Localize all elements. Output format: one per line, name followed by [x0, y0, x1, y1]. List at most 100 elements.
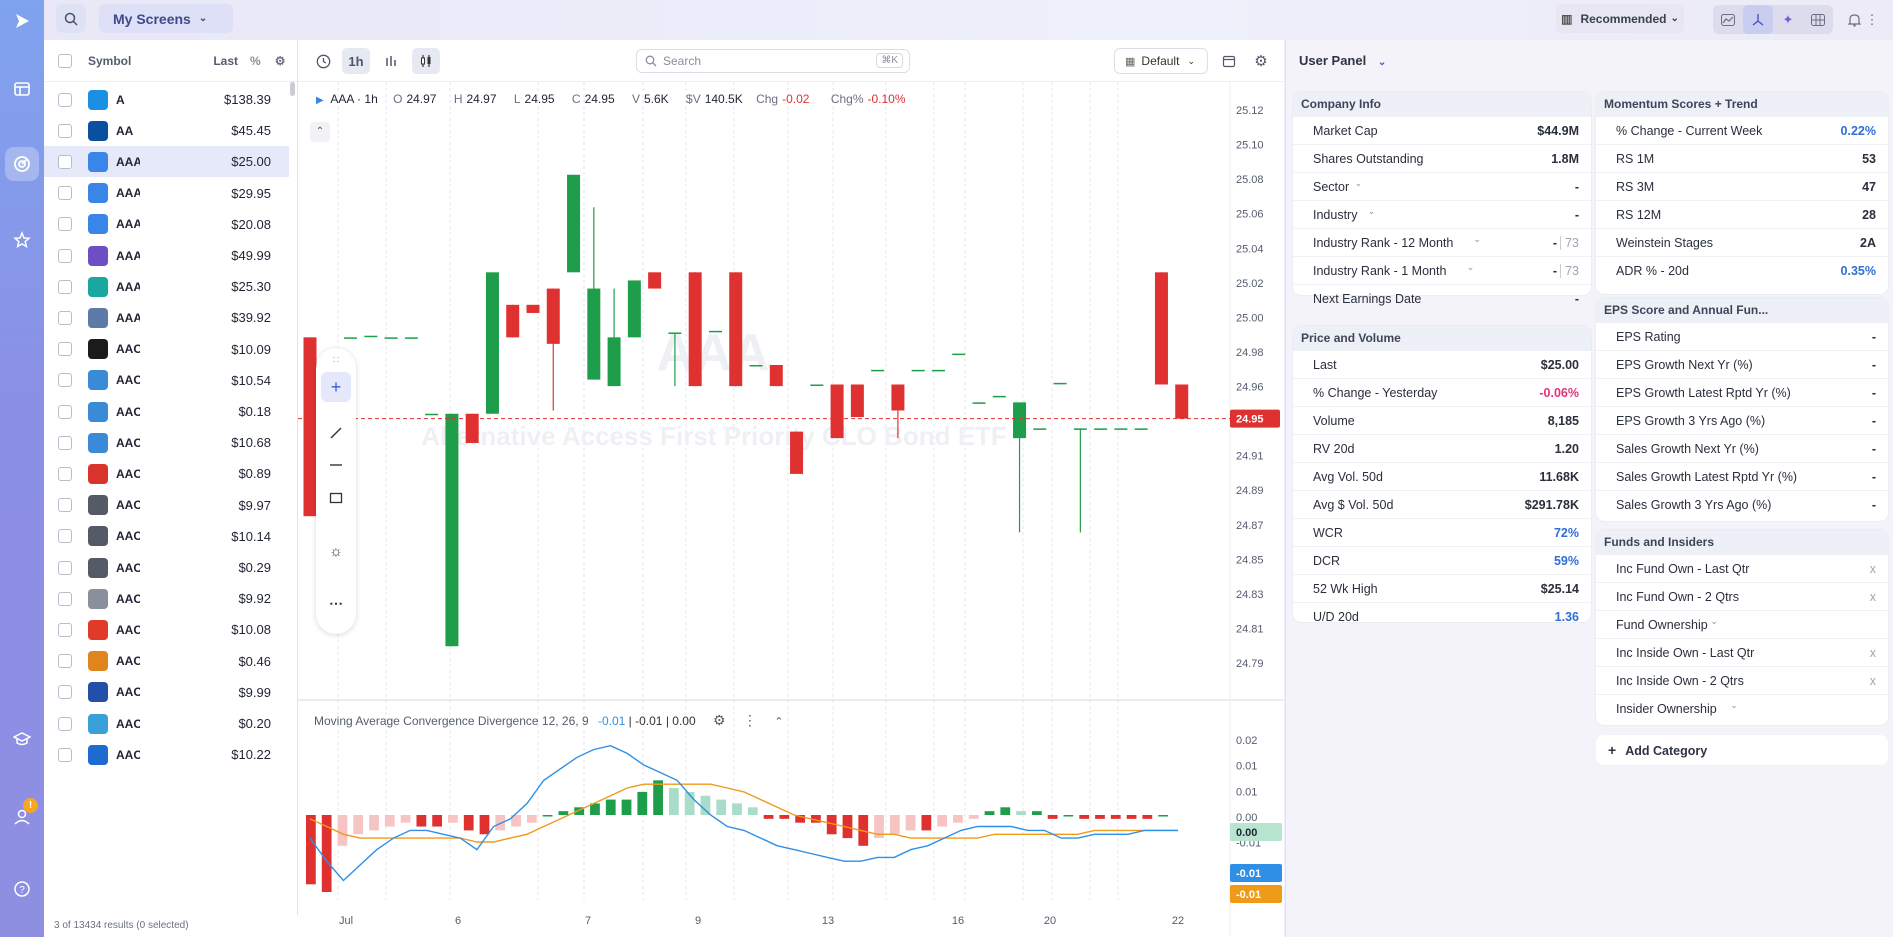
price-chart-canvas[interactable]: AAA Alternative Access First Priority CL… — [298, 40, 1284, 937]
my-screens-dropdown[interactable]: My Screens ⌄ — [99, 4, 233, 33]
watchlist-row[interactable]: AAC $0.29 — [44, 552, 289, 583]
row-checkbox[interactable] — [58, 217, 72, 232]
add-category-button[interactable]: + Add Category — [1596, 735, 1888, 765]
watchlist-row[interactable]: AA $45.45 — [44, 115, 289, 146]
row-checkbox[interactable] — [58, 404, 72, 419]
row-checkbox[interactable] — [58, 342, 72, 357]
watchlist-row[interactable]: A $138.39 — [44, 84, 289, 115]
watchlist-row[interactable]: AAC $0.46 — [44, 646, 289, 677]
row-checkbox[interactable] — [58, 747, 72, 762]
symbol-search-input[interactable]: Search ⌘K — [636, 49, 910, 73]
remove-x-icon[interactable]: x — [1869, 674, 1876, 688]
row-checkbox[interactable] — [58, 310, 72, 325]
select-all-checkbox[interactable] — [58, 53, 72, 68]
watchlist-row[interactable]: AAC $10.68 — [44, 427, 289, 458]
global-search-button[interactable] — [56, 4, 86, 33]
row-checkbox[interactable] — [58, 123, 72, 138]
watchlist-row[interactable]: AAA $29.95 — [44, 178, 289, 209]
watchlist-row[interactable]: AAC $9.97 — [44, 490, 289, 521]
row-checkbox[interactable] — [58, 591, 72, 606]
row-checkbox[interactable] — [58, 92, 72, 107]
symbol-column-header[interactable]: Symbol — [88, 53, 132, 68]
watchlist-row[interactable]: AAC $0.20 — [44, 708, 289, 739]
drag-handle-icon[interactable]: ∷ — [332, 354, 340, 366]
app-logo[interactable] — [5, 4, 39, 38]
row-checkbox[interactable] — [58, 279, 72, 294]
row-checkbox[interactable] — [58, 373, 72, 388]
recommended-dropdown[interactable]: ▥ Recommended ⌄ — [1556, 4, 1684, 33]
calendar-icon[interactable] — [1216, 48, 1242, 74]
watchlist-row[interactable]: AAA $49.99 — [44, 240, 289, 271]
watchlist-row[interactable]: AAC $10.54 — [44, 365, 289, 396]
watchlist-row[interactable]: AAC $10.08 — [44, 614, 289, 645]
education-icon[interactable] — [5, 722, 39, 756]
watchlist-row[interactable]: AAA $39.92 — [44, 302, 289, 333]
remove-x-icon[interactable]: x — [1869, 590, 1876, 604]
row-checkbox[interactable] — [58, 654, 72, 669]
watchlist-row[interactable]: AAC $10.14 — [44, 521, 289, 552]
split-view-icon[interactable] — [1743, 5, 1773, 34]
interval-1h-button[interactable]: 1h — [342, 48, 370, 74]
remove-x-icon[interactable]: x — [1869, 646, 1876, 660]
trendline-icon[interactable] — [321, 418, 351, 448]
chevron-down-icon[interactable]: ⌄ — [1730, 700, 1738, 710]
chevron-down-icon[interactable]: ⌄ — [1466, 262, 1475, 272]
row-checkbox[interactable] — [58, 622, 72, 637]
grid-view-icon[interactable] — [1803, 5, 1833, 34]
column-settings-gear-icon[interactable]: ⚙ — [274, 53, 286, 68]
screener-icon[interactable] — [5, 147, 39, 181]
candlestick-type-icon[interactable] — [412, 48, 440, 74]
watchlist-row[interactable]: AAC $9.92 — [44, 583, 289, 614]
row-checkbox[interactable] — [58, 716, 72, 731]
row-checkbox[interactable] — [58, 466, 72, 481]
ai-sparkle-icon[interactable]: ✦ — [1782, 11, 1794, 27]
watchlist-row[interactable]: AAC $9.99 — [44, 677, 289, 708]
play-icon[interactable]: ▶ — [316, 95, 324, 106]
chevron-down-icon[interactable]: ⌄ — [1473, 234, 1481, 244]
user-panel-dropdown[interactable]: User Panel ⌄ — [1299, 53, 1386, 68]
profile-icon[interactable]: ! — [5, 798, 39, 834]
clock-icon[interactable] — [310, 48, 336, 74]
star-icon[interactable] — [5, 223, 39, 257]
help-icon[interactable]: ? — [5, 872, 39, 906]
row-checkbox[interactable] — [58, 529, 72, 544]
macd-more-vertical-icon[interactable]: ⋮ — [742, 712, 757, 728]
chevron-down-icon[interactable]: ⌄ — [1354, 178, 1363, 188]
collapse-legend-chevron-up-icon[interactable]: ⌃ — [310, 122, 330, 142]
row-checkbox[interactable] — [58, 560, 72, 575]
chart-settings-gear-icon[interactable]: ⚙ — [1254, 53, 1268, 70]
dashboard-icon[interactable] — [5, 72, 39, 106]
row-checkbox[interactable] — [58, 685, 72, 700]
bell-icon[interactable] — [1839, 5, 1869, 34]
percent-column-header[interactable]: % — [250, 53, 261, 68]
chevron-down-icon[interactable]: ⌄ — [1710, 616, 1718, 626]
macd-collapse-chevron-up-icon[interactable]: ⌃ — [774, 716, 784, 728]
watchlist-row[interactable]: AAA $20.08 — [44, 209, 289, 240]
more-vertical-icon[interactable]: ⋮ — [1865, 11, 1879, 27]
remove-x-icon[interactable]: x — [1869, 562, 1876, 576]
crosshair-icon[interactable]: + — [321, 372, 351, 402]
palette-icon[interactable]: ☼ — [329, 542, 343, 560]
line-chart-icon[interactable] — [1713, 5, 1743, 34]
watchlist-row[interactable]: AAC $10.22 — [44, 739, 289, 770]
more-horizontal-icon[interactable]: ⋯ — [329, 594, 343, 611]
macd-settings-gear-icon[interactable]: ⚙ — [712, 712, 726, 728]
horizontal-line-icon[interactable] — [321, 450, 351, 480]
indicators-bar-icon[interactable] — [378, 48, 404, 74]
row-checkbox[interactable] — [58, 248, 72, 263]
chevron-down-icon[interactable]: ⌄ — [1367, 206, 1376, 216]
watchlist-row[interactable]: AAC $0.18 — [44, 396, 289, 427]
watchlist-row[interactable]: AAA $25.00 — [44, 146, 289, 178]
watchlist-row[interactable]: AAA $25.30 — [44, 271, 289, 302]
row-checkbox[interactable] — [58, 154, 72, 169]
row-checkbox[interactable] — [58, 186, 72, 201]
last-column-header[interactable]: Last — [213, 53, 239, 68]
layout-default-dropdown[interactable]: ▦ Default ⌄ — [1114, 48, 1208, 74]
row-checkbox[interactable] — [58, 435, 72, 450]
watchlist-row[interactable]: AAC $10.09 — [44, 334, 289, 365]
row-checkbox[interactable] — [58, 498, 72, 513]
watchlist-scrollbar[interactable] — [290, 82, 295, 96]
candle — [607, 288, 621, 387]
rectangle-icon[interactable] — [321, 483, 351, 513]
watchlist-row[interactable]: AAC $0.89 — [44, 458, 289, 489]
